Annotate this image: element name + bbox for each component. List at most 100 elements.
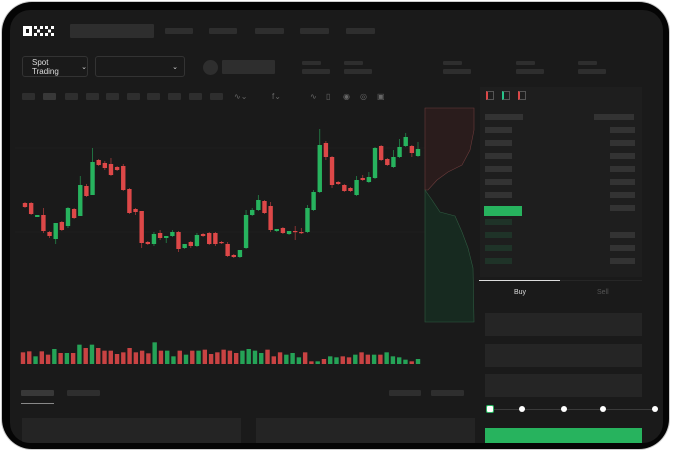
candle-body <box>207 233 212 244</box>
orderbook-header-amount <box>594 114 634 120</box>
candle-body <box>96 160 101 165</box>
interval-button[interactable] <box>168 93 181 100</box>
stat-label <box>516 61 535 65</box>
pair-selector-dropdown[interactable]: ⌄ <box>95 56 185 77</box>
volume-bar <box>403 359 408 364</box>
nav-item[interactable] <box>209 28 237 34</box>
spot-trading-dropdown[interactable]: Spot Trading ⌄ <box>22 56 88 77</box>
volume-bar <box>96 348 101 364</box>
amount-input[interactable] <box>485 344 642 367</box>
candle-body <box>151 234 157 244</box>
volume-bar <box>70 353 76 364</box>
chevron-down-icon: ⌄ <box>172 63 178 71</box>
interval-button[interactable] <box>189 93 202 100</box>
interval-button[interactable] <box>106 93 119 100</box>
slider-handle[interactable] <box>486 405 494 413</box>
nav-item[interactable] <box>346 28 375 34</box>
trading-screen: Spot Trading ⌄ ⌄ ∿⌄ f⌄ ∿ ▯ ◉ ◎ ▣ Buy Sel… <box>10 10 663 443</box>
bottom-action[interactable] <box>431 390 464 396</box>
volume-bar <box>252 350 258 364</box>
pair-name <box>222 60 275 74</box>
total-input[interactable] <box>485 374 642 397</box>
interval-button-active[interactable] <box>43 93 56 100</box>
fullscreen-icon[interactable]: ▣ <box>377 92 385 101</box>
buy-tab[interactable]: Buy <box>514 289 527 296</box>
candle-body <box>84 186 89 196</box>
volume-bar <box>183 354 189 364</box>
ask-amount <box>610 179 635 185</box>
amount-slider-track[interactable] <box>490 409 656 410</box>
stat-value <box>578 69 606 74</box>
ask-price <box>485 192 512 198</box>
ruler-icon[interactable]: ▯ <box>326 92 331 101</box>
volume-bar <box>309 361 314 364</box>
sell-tab[interactable]: Sell <box>597 289 609 296</box>
interval-button[interactable] <box>22 93 35 100</box>
candle-body <box>237 250 243 257</box>
magnet-icon[interactable]: ◉ <box>343 92 350 101</box>
volume-bar <box>171 356 176 364</box>
candle-body <box>170 232 175 236</box>
okx-logo-mark <box>23 26 54 36</box>
depth-chart <box>424 107 475 323</box>
volume-bar <box>265 349 270 364</box>
bid-amount <box>610 245 635 251</box>
slider-step-50[interactable] <box>561 406 567 412</box>
candle-body <box>65 208 71 226</box>
volume-bar <box>114 354 120 364</box>
volume-bar <box>371 354 377 364</box>
orderbook-both-icon[interactable] <box>486 91 494 100</box>
buy-submit-button[interactable] <box>485 428 642 443</box>
volume-bar <box>27 351 32 364</box>
candle-body <box>243 215 249 248</box>
slider-step-25[interactable] <box>519 406 525 412</box>
volume-bar <box>152 342 157 364</box>
candle-body <box>415 149 421 156</box>
orderbook-asks-icon[interactable] <box>518 91 526 100</box>
okx-logo[interactable] <box>23 26 55 36</box>
interval-button[interactable] <box>65 93 78 100</box>
bottom-tab-active[interactable] <box>21 390 54 396</box>
tab-divider <box>480 280 642 281</box>
interval-button[interactable] <box>127 93 140 100</box>
candle-body <box>360 178 365 180</box>
chart-type-icon[interactable]: ∿⌄ <box>234 92 248 101</box>
candle-body <box>317 145 322 192</box>
volume-bar <box>233 353 239 364</box>
volume-bar <box>83 348 88 364</box>
ask-price <box>485 127 512 133</box>
search-bar[interactable] <box>70 24 154 38</box>
volume-bar <box>58 353 63 364</box>
slider-step-100[interactable] <box>652 406 658 412</box>
settings-icon[interactable]: ◎ <box>360 92 367 101</box>
candle-body <box>323 143 329 157</box>
candle-body <box>114 167 120 170</box>
interval-button[interactable] <box>147 93 160 100</box>
nav-item[interactable] <box>165 28 193 34</box>
interval-button[interactable] <box>86 93 99 100</box>
bottom-tab[interactable] <box>67 390 100 396</box>
nav-item[interactable] <box>255 28 284 34</box>
volume-bar <box>346 357 352 364</box>
nav-item[interactable] <box>300 28 329 34</box>
price-input[interactable] <box>485 313 642 336</box>
candle-body <box>378 146 384 160</box>
candle-body <box>299 232 304 234</box>
volume-bar <box>89 344 95 364</box>
bottom-action[interactable] <box>389 390 421 396</box>
indicator-icon[interactable]: f⌄ <box>272 92 281 101</box>
orderbook-bids-icon[interactable] <box>502 91 510 100</box>
candle-body <box>262 201 267 213</box>
interval-button[interactable] <box>210 93 223 100</box>
candle-body <box>194 235 200 246</box>
volume-bar <box>290 353 295 364</box>
stat-label <box>302 61 321 65</box>
volume-bar <box>296 357 302 364</box>
slider-step-75[interactable] <box>600 406 606 412</box>
ask-amount <box>610 192 635 198</box>
volume-bar <box>39 351 45 364</box>
bottom-tab-underline <box>21 403 54 404</box>
candle-body <box>348 188 353 191</box>
line-tool-icon[interactable]: ∿ <box>310 92 317 101</box>
